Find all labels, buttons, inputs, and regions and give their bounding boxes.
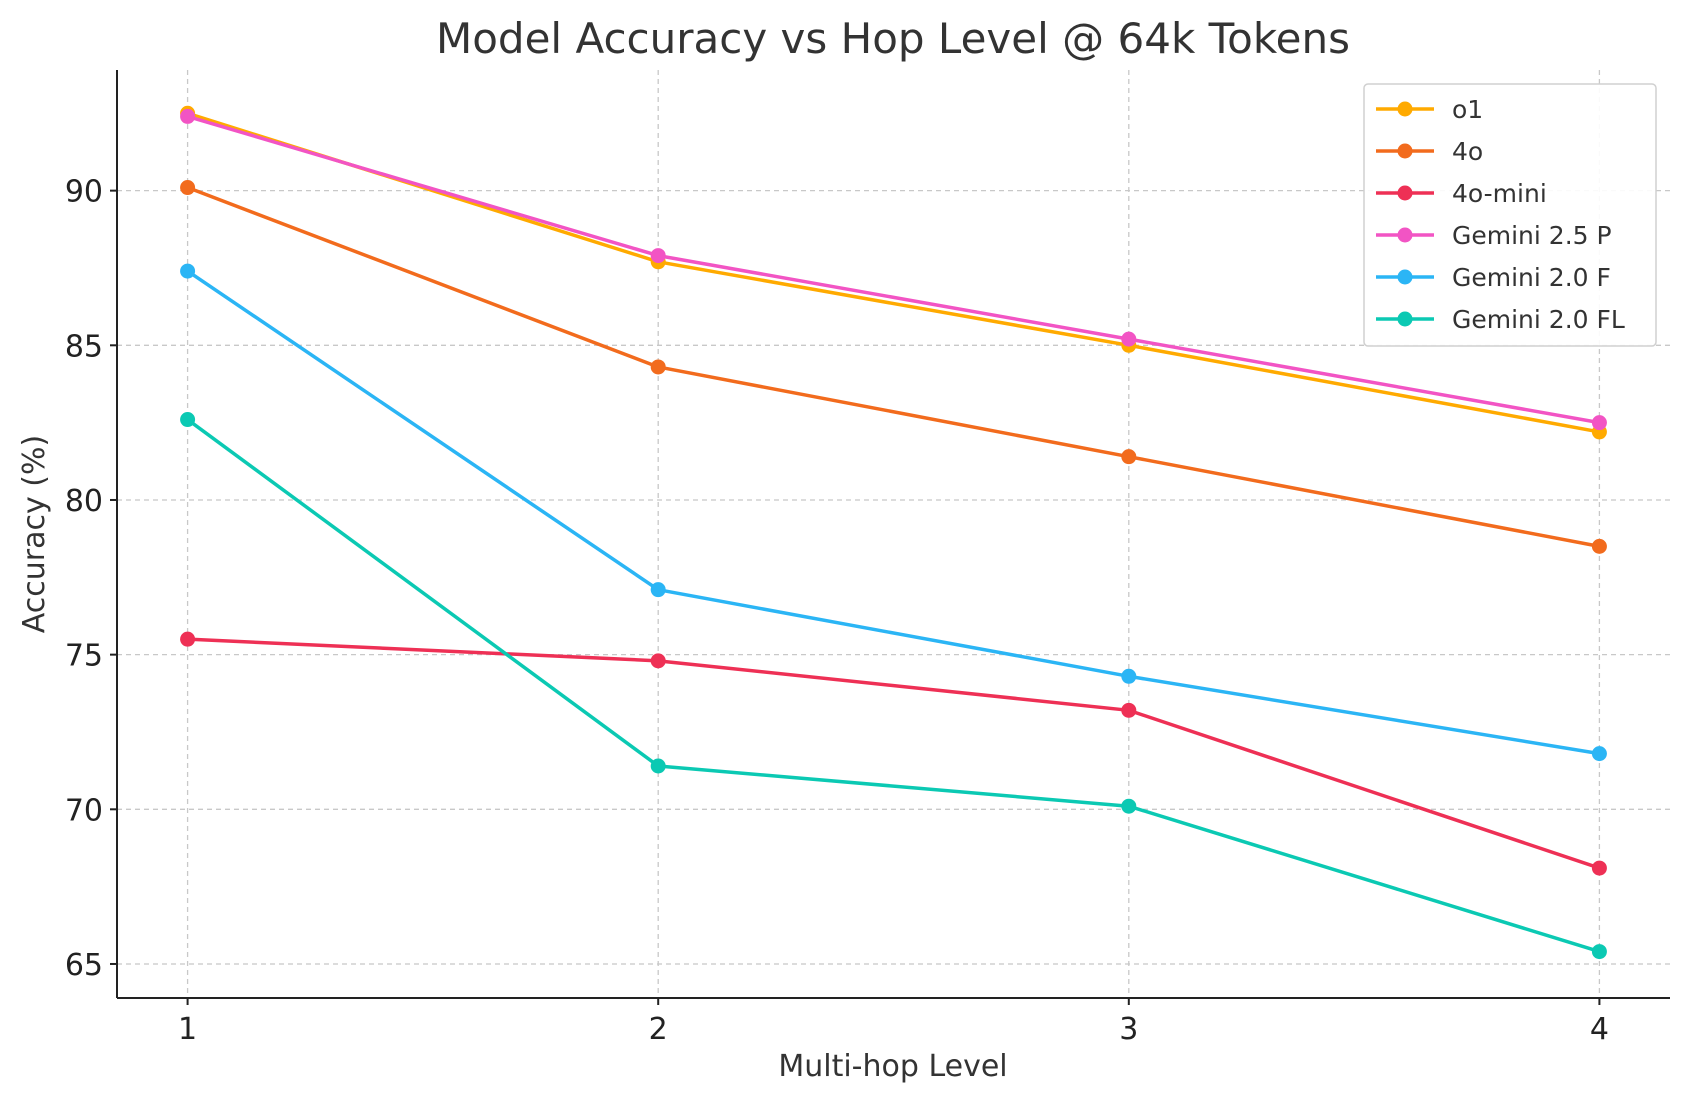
data-point: [1591, 415, 1607, 431]
legend-swatch-marker: [1397, 101, 1413, 117]
series-5: [180, 412, 1607, 960]
data-point: [180, 263, 196, 279]
legend-label: Gemini 2.5 P: [1452, 221, 1612, 250]
data-point: [180, 108, 196, 124]
legend-item: Gemini 2.5 P: [1376, 221, 1612, 250]
chart-title: Model Accuracy vs Hop Level @ 64k Tokens: [436, 14, 1350, 63]
series-line: [186, 269, 1600, 756]
x-axis-label: Multi-hop Level: [778, 1049, 1007, 1084]
data-point: [650, 653, 666, 669]
series-line: [186, 185, 1600, 549]
x-tick-label: 2: [649, 1012, 668, 1047]
y-tick-label: 65: [65, 948, 103, 983]
data-point: [1121, 449, 1137, 465]
series-line: [187, 114, 1600, 425]
tick-labels: 1 2 3 4 65 70 75 80 85 90: [65, 175, 1609, 1047]
data-point: [1591, 538, 1607, 554]
legend-item: o1: [1376, 95, 1483, 124]
series-3: [180, 108, 1607, 431]
legend-label: 4o: [1452, 137, 1483, 166]
series-line: [186, 418, 1600, 954]
data-point: [1121, 668, 1137, 684]
data-point: [180, 180, 196, 196]
data-point: [650, 582, 666, 598]
axes: [116, 70, 1670, 999]
legend-swatch-marker: [1397, 185, 1413, 201]
data-point: [1121, 331, 1137, 347]
x-tick-label: 4: [1590, 1012, 1609, 1047]
legend-label: Gemini 2.0 F: [1452, 263, 1611, 292]
legend-swatch-marker: [1397, 227, 1413, 243]
data-point: [650, 248, 666, 264]
legend-label: o1: [1452, 95, 1483, 124]
data-point: [1121, 798, 1137, 814]
y-tick-label: 90: [65, 175, 103, 210]
legend-item: 4o-mini: [1376, 179, 1547, 208]
legend-swatch-marker: [1397, 143, 1413, 159]
legend-swatch-marker: [1397, 269, 1413, 285]
legend: o1 4o 4o-mini Gemini 2.5 P Gemini 2.0 F Gemin…: [1363, 83, 1657, 347]
data-point: [650, 758, 666, 774]
data-point: [1591, 944, 1607, 960]
legend-box: [1363, 83, 1657, 347]
legend-label: 4o-mini: [1452, 179, 1547, 208]
legend-item: Gemini 2.0 FL: [1376, 305, 1625, 334]
y-tick-label: 70: [65, 793, 103, 828]
series-1: [180, 180, 1607, 554]
series-4: [180, 263, 1607, 762]
legend-label: Gemini 2.0 FL: [1452, 305, 1625, 334]
legend-item: Gemini 2.0 F: [1376, 263, 1611, 292]
data-point: [180, 631, 196, 647]
data-point: [180, 412, 196, 428]
data-point: [650, 359, 666, 375]
series-line: [187, 637, 1600, 870]
y-tick-label: 85: [65, 329, 103, 364]
series-2: [180, 631, 1607, 876]
series-lines: [180, 105, 1607, 960]
y-axis-label: Accuracy (%): [17, 435, 52, 633]
legend-item: 4o: [1376, 137, 1483, 166]
x-tick-label: 1: [178, 1012, 197, 1047]
y-tick-label: 75: [65, 639, 103, 674]
y-tick-label: 80: [65, 484, 103, 519]
data-point: [1591, 860, 1607, 876]
data-point: [1591, 746, 1607, 762]
x-tick-label: 3: [1119, 1012, 1138, 1047]
legend-swatch-marker: [1397, 311, 1413, 327]
data-point: [1121, 702, 1137, 718]
